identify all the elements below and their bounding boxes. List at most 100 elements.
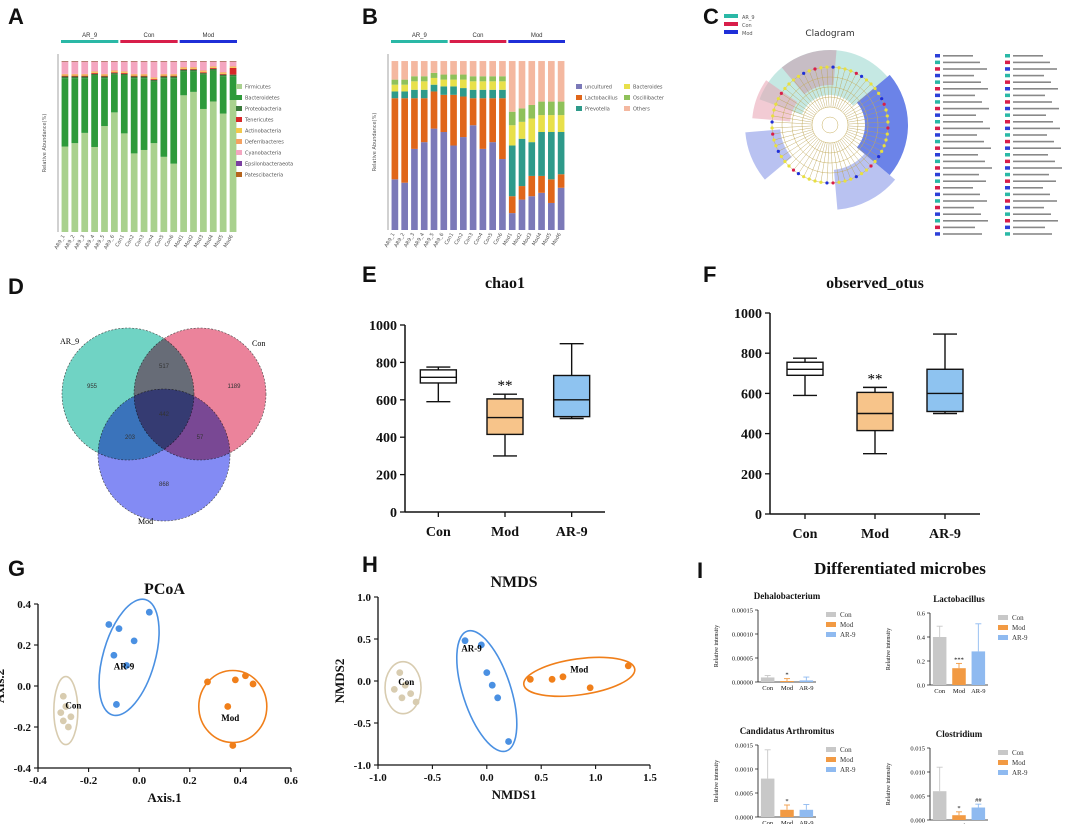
point-ar-9 [145,608,153,616]
bar-segment-proteobacteria [160,76,168,79]
bar-segment-uncultured [528,196,536,230]
bar-segment-lactobacillus [557,174,565,188]
bar-segment-uncultured [420,142,428,230]
clade-node [813,67,817,71]
node-legend-swatch [935,67,940,71]
group-label-ar-9: AR-9 [114,662,135,672]
bar-segment-bacteroides [469,81,477,90]
legend-swatch-oscillibacter [624,95,630,100]
point-con [62,703,70,710]
bar-segment-proteobacteria [190,69,197,72]
sample-tick-label: Con1 [444,232,456,246]
bar-segment-bacteroidetes [61,78,69,147]
chart-c-cladogram: Cladogram AR_9 Con Mod [724,14,1062,236]
bar-segment-bacteroides [508,125,516,146]
legend-swatch-con [998,615,1008,620]
node-legend-swatch [1005,133,1010,137]
bar-segment-actinobacteria [180,67,187,69]
clade-node [864,78,869,82]
venn-circle-mod [97,388,231,522]
node-legend-swatch [1005,186,1010,190]
bar-segment-proteobacteria [180,69,187,72]
bar-segment-deferribacteres [229,66,237,68]
legend-label: Mod [1012,759,1026,767]
bar-segment-uncultured [401,182,408,230]
y-tick-label: 0.4 [17,599,31,611]
bar-segment-others [518,61,526,109]
legend-swatch-firmicutes [236,84,242,89]
bar-segment-uncultured [548,202,555,230]
box-ar-9 [552,374,591,418]
node-legend-swatch [935,159,940,164]
node-legend-swatch [1005,205,1010,210]
legend-swatch-tenericutes [236,117,242,122]
bar-segment-proteobacteria [219,74,227,77]
bar-segment-prevotella [479,89,487,99]
bar-segment-bacteroidetes [200,74,207,109]
node-legend-line [943,226,975,229]
y-tick-label: 0.005 [910,793,925,800]
point-ar-9 [505,738,512,745]
bar-segment-bacteroidetes [190,71,197,92]
y-tick-label: 400 [376,431,397,446]
bar-segment-others [548,61,555,102]
point-mod [231,676,239,684]
bar-segment-firmicutes [91,146,98,232]
legend-swatch-con [724,22,738,26]
x-tick-label: Con [934,688,946,695]
legend-label: Con [1012,614,1024,622]
bar-segment-bacteroides [557,115,565,133]
legend-swatch-con [998,750,1008,755]
legend-label: Actinobacteria [245,129,281,135]
clade-node [849,177,853,181]
legend-label: Bacteroidetes [245,96,280,102]
bar-segment-prevotella [508,145,516,197]
clade-branch [784,88,817,114]
sample-tick-label: Con3 [463,232,475,246]
x-tick-label: Mod [781,820,794,824]
bar-segment-lactobacillus [430,91,438,129]
bar-segment-patescibacteria [130,61,138,62]
y-tick-label: 0.2 [17,640,31,652]
clade-branch [847,125,888,129]
point-mod [586,684,594,692]
group-label-mod: Mod [221,713,239,723]
clade-node [886,120,890,124]
clade-node [831,181,835,185]
clade-sector [856,74,908,176]
legend-label: AR-9 [1012,769,1028,777]
clade-branch [832,67,840,108]
bar-segment-bacteroides [548,115,555,133]
y-tick-label: 600 [376,394,397,409]
group-ellipse-ar-9 [98,598,160,717]
y-tick-label: 0.0015 [735,742,753,749]
bar-ar-9 [971,651,986,685]
clade-branch [826,67,830,108]
bar-segment-oscillibacter [538,101,545,116]
node-legend-swatch [935,232,940,236]
legend-label: Tenericutes [244,118,274,124]
group-label: Con [143,33,154,39]
clade-node [779,154,783,159]
clade-branch [772,115,813,123]
node-legend-swatch [1005,139,1010,144]
bar-segment-tenericutes [120,73,128,74]
group-bar-mod [179,40,237,43]
clade-sector [833,153,896,210]
bar-segment-patescibacteria [61,61,69,62]
node-legend-line [943,107,989,110]
bar-segment-patescibacteria [91,61,98,62]
x-tick-label: 0.4 [234,775,248,787]
x-axis-label: Axis.1 [147,790,181,805]
clade-branch [841,138,867,171]
clade-branch [832,142,840,183]
bar-segment-cyanobacteria [209,61,217,67]
node-legend-swatch [1005,106,1010,111]
clade-node [802,175,806,179]
legend-swatch-mod [826,622,836,627]
bar-segment-bacteroides [430,77,438,85]
bar-segment-bacteroidetes [81,78,89,133]
bar-segment-prevotella [548,132,555,180]
clade-node [831,65,835,69]
